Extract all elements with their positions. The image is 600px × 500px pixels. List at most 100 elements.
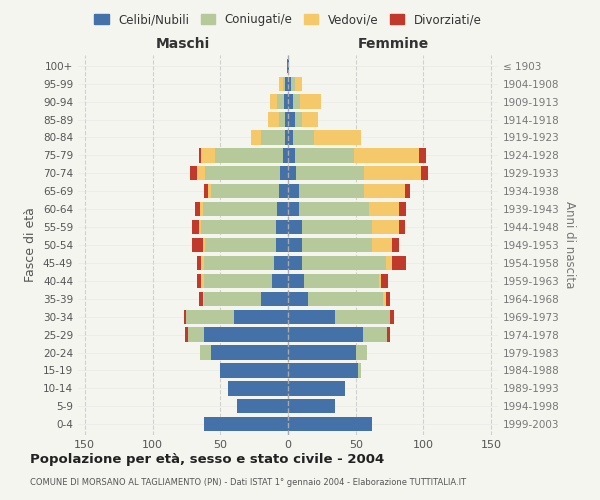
Bar (201, 256, 204, 270)
Bar (277, 202, 288, 216)
Bar (284, 94, 288, 109)
Bar (276, 220, 288, 234)
Bar (288, 399, 335, 413)
Bar (203, 238, 205, 252)
Bar (236, 399, 288, 413)
Bar (197, 274, 201, 288)
Bar (302, 238, 372, 252)
Bar (308, 292, 383, 306)
Bar (295, 112, 302, 126)
Bar (211, 346, 288, 360)
Bar (302, 256, 386, 270)
Bar (302, 112, 318, 126)
Bar (335, 310, 389, 324)
Text: COMUNE DI MORSANO AL TAGLIAMENTO (PN) - Dati ISTAT 1° gennaio 2004 - Elaborazion: COMUNE DI MORSANO AL TAGLIAMENTO (PN) - … (30, 478, 466, 487)
Bar (382, 274, 388, 288)
Bar (203, 202, 277, 216)
Bar (288, 94, 293, 109)
Bar (234, 310, 288, 324)
Bar (204, 184, 208, 198)
Bar (288, 184, 299, 198)
Bar (277, 94, 284, 109)
Bar (288, 202, 299, 216)
Bar (356, 346, 367, 360)
Bar (285, 112, 288, 126)
Bar (194, 202, 200, 216)
Bar (187, 310, 234, 324)
Bar (314, 130, 361, 144)
Bar (268, 112, 278, 126)
Bar (274, 256, 288, 270)
Bar (278, 112, 285, 126)
Bar (201, 220, 276, 234)
Bar (399, 202, 406, 216)
Bar (355, 148, 419, 162)
Bar (404, 184, 410, 198)
Bar (293, 94, 300, 109)
Bar (302, 220, 372, 234)
Bar (288, 292, 308, 306)
Bar (261, 292, 288, 306)
Bar (372, 238, 392, 252)
Bar (199, 220, 201, 234)
Bar (288, 328, 362, 342)
Bar (300, 94, 320, 109)
Bar (192, 220, 199, 234)
Bar (288, 220, 302, 234)
Bar (204, 328, 288, 342)
Bar (285, 76, 288, 91)
Bar (205, 166, 280, 180)
Bar (421, 166, 428, 180)
Bar (285, 130, 288, 144)
Bar (369, 202, 399, 216)
Bar (287, 58, 288, 73)
Bar (185, 328, 188, 342)
Bar (372, 220, 399, 234)
Bar (288, 256, 302, 270)
Bar (188, 328, 204, 342)
Bar (199, 148, 201, 162)
Bar (379, 274, 382, 288)
Bar (251, 130, 261, 144)
Bar (197, 256, 201, 270)
Bar (288, 58, 289, 73)
Bar (288, 364, 358, 378)
Bar (204, 256, 274, 270)
Bar (291, 76, 295, 91)
Bar (419, 148, 426, 162)
Bar (204, 417, 288, 432)
Bar (278, 76, 283, 91)
Bar (364, 184, 404, 198)
Bar (364, 166, 421, 180)
Bar (220, 364, 288, 378)
Bar (293, 130, 314, 144)
Bar (192, 238, 203, 252)
Bar (304, 274, 379, 288)
Bar (399, 220, 404, 234)
Bar (295, 76, 302, 91)
Bar (299, 184, 364, 198)
Bar (276, 238, 288, 252)
Bar (383, 292, 386, 306)
Bar (261, 130, 285, 144)
Bar (211, 184, 278, 198)
Bar (392, 256, 406, 270)
Bar (280, 166, 288, 180)
Text: Maschi: Maschi (156, 38, 210, 52)
Bar (283, 76, 285, 91)
Bar (184, 310, 187, 324)
Bar (208, 184, 211, 198)
Text: Femmine: Femmine (358, 38, 428, 52)
Bar (190, 166, 197, 180)
Bar (358, 364, 361, 378)
Bar (296, 166, 364, 180)
Bar (295, 148, 355, 162)
Bar (204, 274, 272, 288)
Bar (288, 238, 302, 252)
Bar (204, 292, 261, 306)
Bar (288, 130, 293, 144)
Text: Popolazione per età, sesso e stato civile - 2004: Popolazione per età, sesso e stato civil… (30, 452, 384, 466)
Bar (288, 112, 295, 126)
Legend: Celibi/Nubili, Coniugati/e, Vedovi/e, Divorziati/e: Celibi/Nubili, Coniugati/e, Vedovi/e, Di… (89, 8, 487, 31)
Bar (288, 274, 304, 288)
